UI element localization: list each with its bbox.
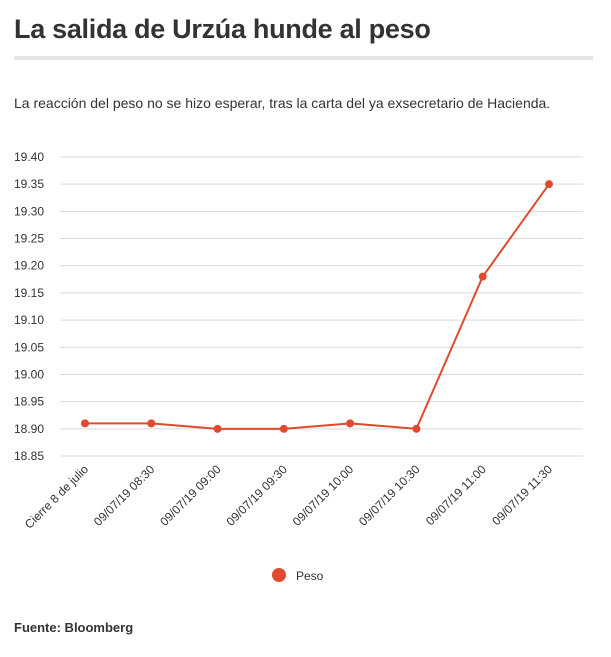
legend-marker[interactable] (272, 568, 286, 582)
x-tick-label: 09/07/19 11:00 (423, 462, 489, 528)
data-point[interactable] (346, 419, 355, 428)
y-tick-label: 19.30 (14, 204, 44, 218)
line-chart: 19.40 19.35 19.30 19.25 19.20 19.15 19.10 19.05… (14, 150, 583, 583)
legend-label[interactable]: Peso (296, 569, 324, 583)
y-tick-label: 19.25 (14, 232, 44, 246)
x-tick-label: 09/07/19 09:30 (223, 462, 290, 529)
data-point[interactable] (213, 424, 222, 433)
source-note: Fuente: Bloomberg (14, 620, 134, 635)
y-tick-label: 18.95 (14, 395, 44, 409)
data-point[interactable] (545, 180, 553, 189)
x-tick-label: Cierre 8 de julio (22, 462, 92, 532)
y-tick-label: 19.15 (14, 286, 44, 300)
gridlines (60, 156, 583, 457)
legend[interactable]: Peso (272, 568, 324, 583)
y-tick-label: 19.05 (14, 340, 44, 354)
data-point[interactable] (81, 419, 89, 428)
data-point[interactable] (412, 424, 421, 433)
y-tick-label: 19.10 (14, 313, 44, 327)
chart-title: La salida de Urzúa hunde al peso (14, 14, 431, 44)
y-axis-ticks: 19.40 19.35 19.30 19.25 19.20 19.15 19.10 19.05… (14, 150, 44, 463)
x-tick-label: 09/07/19 10:00 (290, 462, 357, 529)
y-tick-label: 18.85 (14, 449, 44, 463)
x-tick-label: 09/07/19 09:00 (157, 462, 224, 529)
chart-subtitle: La reacción del peso no se hizo esperar,… (14, 95, 551, 111)
x-tick-label: 09/07/19 11:30 (489, 462, 555, 528)
y-tick-label: 19.35 (14, 177, 44, 191)
title-divider (14, 56, 593, 60)
data-point[interactable] (279, 424, 288, 433)
series-line (85, 183, 550, 430)
y-tick-label: 19.20 (14, 259, 44, 273)
x-tick-label: 09/07/19 10:30 (356, 462, 423, 529)
series-peso (81, 180, 553, 433)
data-point[interactable] (478, 272, 487, 281)
y-tick-label: 19.40 (14, 150, 44, 164)
y-tick-label: 18.90 (14, 422, 44, 436)
x-axis-ticks: Cierre 8 de julio 09/07/19 08:30 09/07/19 … (22, 462, 556, 532)
x-tick-label: 09/07/19 08:30 (91, 462, 158, 529)
data-point[interactable] (147, 419, 156, 428)
y-tick-label: 19.00 (14, 367, 44, 381)
